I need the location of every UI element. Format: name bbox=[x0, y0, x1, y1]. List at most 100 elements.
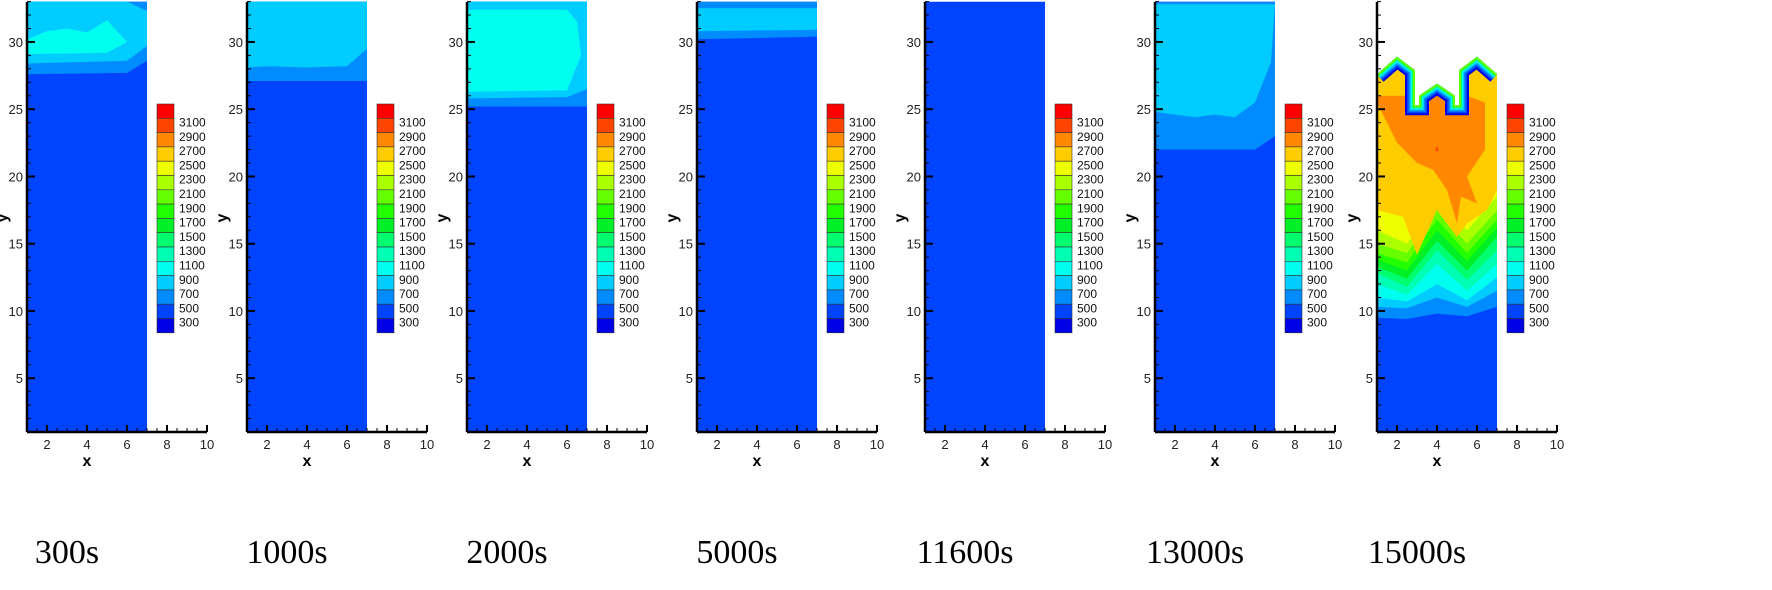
colorbar-swatch bbox=[1054, 118, 1073, 133]
colorbar-label: 2700 bbox=[849, 144, 876, 158]
colorbar-label: 300 bbox=[849, 316, 869, 330]
panel-time-label: 13000s bbox=[1146, 534, 1244, 571]
panel-time-label: 300s bbox=[35, 534, 99, 571]
colorbar-label: 1100 bbox=[849, 258, 875, 272]
x-tick-label: 8 bbox=[163, 437, 170, 452]
y-tick-label: 25 bbox=[229, 102, 243, 117]
colorbar-swatch bbox=[596, 160, 615, 176]
colorbar-swatch bbox=[596, 303, 615, 319]
x-tick-label: 8 bbox=[603, 437, 610, 452]
colorbar-swatch bbox=[156, 203, 175, 219]
colorbar-label: 1900 bbox=[1307, 201, 1334, 215]
y-tick-label: 10 bbox=[907, 304, 921, 319]
colorbar: 3005007009001100130015001700190021002300… bbox=[826, 103, 876, 334]
contour-region-900 bbox=[697, 8, 817, 32]
colorbar-swatch bbox=[1054, 275, 1073, 291]
colorbar-label: 300 bbox=[1529, 316, 1549, 330]
y-tick-label: 5 bbox=[914, 371, 921, 386]
y-tick-label: 30 bbox=[449, 35, 463, 50]
colorbar-swatch bbox=[1284, 260, 1303, 276]
x-tick-label: 10 bbox=[1328, 437, 1342, 452]
colorbar-label: 2700 bbox=[1077, 144, 1104, 158]
colorbar-swatch bbox=[826, 189, 845, 205]
colorbar-label: 700 bbox=[179, 287, 199, 301]
x-axis-title: x bbox=[523, 453, 532, 470]
colorbar-swatch bbox=[1284, 303, 1303, 319]
colorbar-swatch bbox=[1284, 146, 1303, 162]
x-tick-label: 10 bbox=[640, 437, 654, 452]
colorbar-label: 3100 bbox=[849, 115, 876, 129]
colorbar-label: 500 bbox=[399, 301, 419, 315]
x-tick-label: 6 bbox=[123, 437, 130, 452]
colorbar-label: 2900 bbox=[179, 130, 206, 144]
colorbar-swatch bbox=[376, 303, 395, 319]
colorbar-swatch bbox=[596, 175, 615, 191]
colorbar-label: 1500 bbox=[1077, 230, 1104, 244]
colorbar-label: 2100 bbox=[849, 187, 876, 201]
colorbar-label: 2100 bbox=[399, 187, 426, 201]
colorbar-label: 1900 bbox=[399, 201, 426, 215]
y-tick-label: 30 bbox=[679, 35, 693, 50]
contour-panel-5000s: 2 4 6 8 1051015202530xy300500700900110013001… bbox=[664, 1, 884, 571]
colorbar-label: 3100 bbox=[179, 115, 206, 129]
colorbar-swatch bbox=[1506, 246, 1525, 262]
colorbar-label: 1100 bbox=[399, 258, 425, 272]
colorbar-swatch bbox=[156, 175, 175, 191]
colorbar-swatch bbox=[1054, 260, 1073, 276]
x-tick-label: 4 bbox=[523, 437, 530, 452]
colorbar-swatch bbox=[1506, 132, 1525, 148]
colorbar-label: 1500 bbox=[849, 230, 876, 244]
x-axis-title: x bbox=[981, 453, 990, 470]
y-tick-label: 20 bbox=[229, 169, 243, 184]
colorbar: 3005007009001100130015001700190021002300… bbox=[156, 103, 206, 334]
colorbar-label: 2500 bbox=[1077, 158, 1104, 172]
colorbar-swatch bbox=[1054, 318, 1073, 334]
x-tick-label: 2 bbox=[1171, 437, 1178, 452]
colorbar-swatch bbox=[826, 246, 845, 262]
y-tick-label: 25 bbox=[9, 102, 23, 117]
x-tick-label: 8 bbox=[833, 437, 840, 452]
colorbar-label: 2700 bbox=[179, 144, 206, 158]
colorbar-label: 700 bbox=[399, 287, 419, 301]
x-axis-title: x bbox=[1433, 453, 1442, 470]
colorbar-swatch bbox=[156, 275, 175, 291]
colorbar-swatch bbox=[826, 203, 845, 219]
colorbar-swatch bbox=[156, 218, 175, 233]
colorbar-label: 2100 bbox=[619, 187, 646, 201]
colorbar-label: 3100 bbox=[1307, 115, 1334, 129]
colorbar-label: 1100 bbox=[179, 258, 205, 272]
colorbar-swatch bbox=[826, 303, 845, 319]
y-tick-label: 15 bbox=[1137, 237, 1151, 252]
colorbar-label: 1900 bbox=[619, 201, 646, 215]
colorbar-swatch bbox=[1506, 118, 1525, 133]
colorbar-swatch bbox=[596, 203, 615, 219]
colorbar-label: 1300 bbox=[1077, 244, 1104, 258]
colorbar-swatch bbox=[1284, 289, 1303, 305]
y-tick-label: 5 bbox=[16, 371, 23, 386]
colorbar-label: 1100 bbox=[1077, 258, 1103, 272]
y-tick-label: 30 bbox=[9, 35, 23, 50]
contour-region-1100 bbox=[27, 20, 127, 55]
colorbar-label: 1900 bbox=[1077, 201, 1104, 215]
colorbar-label: 2500 bbox=[179, 158, 206, 172]
colorbar-swatch bbox=[1506, 175, 1525, 191]
y-tick-label: 25 bbox=[449, 102, 463, 117]
colorbar-swatch bbox=[1506, 289, 1525, 305]
colorbar-swatch bbox=[156, 189, 175, 205]
colorbar-label: 1700 bbox=[399, 216, 426, 230]
colorbar-swatch bbox=[376, 289, 395, 305]
colorbar-label: 1700 bbox=[1529, 216, 1556, 230]
colorbar-swatch bbox=[1054, 218, 1073, 233]
y-tick-label: 10 bbox=[1137, 304, 1151, 319]
colorbar: 3005007009001100130015001700190021002300… bbox=[376, 103, 426, 334]
x-tick-label: 2 bbox=[483, 437, 490, 452]
colorbar-swatch bbox=[376, 218, 395, 233]
y-tick-label: 10 bbox=[1359, 304, 1373, 319]
x-tick-label: 4 bbox=[1211, 437, 1218, 452]
colorbar-swatch bbox=[376, 118, 395, 133]
colorbar-label: 1500 bbox=[179, 230, 206, 244]
colorbar-label: 300 bbox=[1077, 316, 1097, 330]
y-axis-title: y bbox=[664, 213, 681, 222]
panel-time-label: 5000s bbox=[696, 534, 777, 571]
x-tick-label: 6 bbox=[1473, 437, 1480, 452]
